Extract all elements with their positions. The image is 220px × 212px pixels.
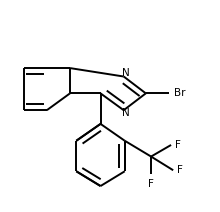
Text: N: N bbox=[122, 68, 130, 78]
Text: F: F bbox=[148, 179, 154, 189]
Text: N: N bbox=[122, 108, 130, 118]
Text: F: F bbox=[175, 140, 181, 150]
Text: Br: Br bbox=[174, 88, 186, 98]
Text: F: F bbox=[177, 165, 183, 175]
